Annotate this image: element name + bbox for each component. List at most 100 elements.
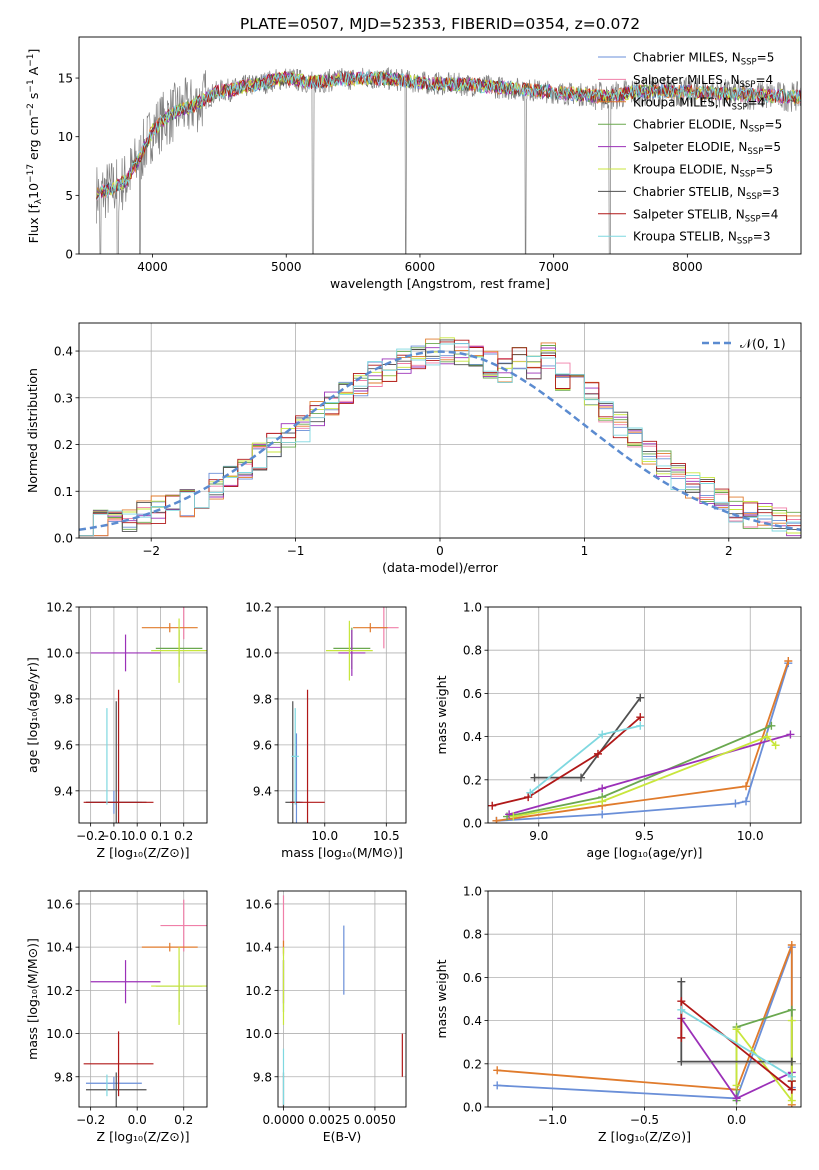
axes: −0.2−0.1 0.0 0.1 0.2 9.4 9.6 9.8 10.0 10.2 Z [log… [25,601,208,860]
legend-entry-end: =3 [762,185,780,199]
y-tick-label: 0.4 [54,345,73,359]
y-tick-label: 9.8 [54,692,73,706]
legend-entry-sub: SSP [740,80,756,90]
x-axis-label: wavelength [Angstrom, rest frame] [330,276,550,291]
legend-entry-end: =5 [755,163,773,177]
mass-weight-marker [787,1096,796,1105]
errorbar-point [151,947,207,1025]
mass-weight-marker [598,810,607,819]
plot-area [83,607,207,823]
mass-weight-marker [787,941,796,949]
axes-frame [78,36,802,255]
legend-entry-end: =4 [755,73,773,87]
mass-weight-marker [492,816,501,823]
y-tick-label: 0.8 [463,644,482,658]
y-tick-label: 0.1 [54,485,73,499]
y-tick-label: 1.0 [463,885,482,899]
mass-weight-marker [677,1005,686,1014]
y-label-part: A [26,66,41,79]
axes: 0.0000 0.0025 0.0050 9.8 10.0 10.2 10.4 10.6 E(B… [245,890,407,1144]
y-tick-label: 0.3 [54,391,73,405]
errorbar-point [338,629,366,676]
x-tick-label: 0.2 [174,829,193,843]
legend-entry: Kroupa ELODIE, NSSP=5 [633,163,773,180]
mass-weight-marker [636,693,645,702]
legend-entry-end: =5 [757,51,775,65]
x-tick-label: −2 [142,544,160,558]
mass-weight-marker [598,730,607,739]
x-axis-label: age [log₁₀(age/yr)] [587,845,703,860]
y-tick-label: 10 [58,130,73,144]
y-tick-label: 10.0 [245,1027,272,1041]
axes: 4000 5000 6000 7000 8000 0 5 10 15 wavelength [An… [26,36,802,291]
y-tick-label: 5 [65,189,73,203]
y-tick-label: 0.6 [463,971,482,985]
axes-frame [78,890,208,1108]
axes: 10.0 10.5 9.4 9.6 9.8 10.0 10.2 mass [log₁₀(M/M… [245,601,407,860]
y-tick-label: 9.6 [54,738,73,752]
legend-entry: Chabrier ELODIE, NSSP=5 [633,118,782,135]
y-tick-label: 0.2 [463,1057,482,1071]
mass-weight-marker [763,732,772,741]
mass-weight-marker [742,782,751,791]
y-tick-label: 0 [65,248,73,262]
y-tick-label: 10.6 [46,897,73,911]
mass-weight-marker [732,1094,741,1103]
legend-entry-end: =5 [765,118,783,132]
y-tick-label: 0.0 [463,1101,482,1115]
axes: −2 −1 0 1 2 0.0 0.1 0.2 0.3 0.4 (data-model)/error… [25,322,802,575]
legend-entry-end: =3 [753,230,771,244]
errorbar-point [141,942,198,952]
mass-weight-marker [677,1033,686,1042]
x-tick-label: 10.0 [737,829,764,843]
y-tick-label: 0.0 [54,532,73,546]
legend-entry: 𝒩(0, 1) [740,336,786,351]
observed-spectrum-line [96,67,801,254]
y-label-sup: −1 [26,79,36,92]
x-tick-label: −0.1 [99,829,128,843]
y-tick-label: 10.4 [245,941,272,955]
legend-entry-sub: SSP [747,147,763,157]
x-tick-label: 0.1 [151,829,170,843]
normal-distribution-curve [79,350,801,532]
mass-weight-marker [787,1057,796,1066]
mass-weight-marker [787,1005,796,1014]
y-tick-label: 10.2 [46,984,73,998]
mass-weight-marker [530,773,539,782]
errorbar-point [141,623,198,633]
legend-entry-sub: SSP [737,237,753,247]
mass-weight-marker [493,1066,502,1075]
errorbar-point [151,618,207,683]
x-tick-label: 0.0 [727,1113,746,1127]
mass-weight-marker [636,713,645,722]
mass-vs-extinction-plot: 0.0000 0.0025 0.0050 9.8 10.0 10.2 10.4 10.6 E(B… [245,890,407,1144]
y-axis-label: mass [log₁₀(M/M⊙)] [25,938,40,1060]
plot-area [493,941,796,1107]
mass-weight-marker [787,1016,796,1025]
x-tick-label: 0.0000 [262,1113,304,1127]
errorbar-point [85,1072,147,1107]
y-label-sup: −17 [26,164,36,183]
legend-entry: Salpeter ELODIE, NSSP=5 [633,140,781,157]
errorbar-point [326,620,373,681]
x-tick-label: −1.0 [538,1113,567,1127]
grid [488,890,801,1108]
mass-weight-marker [636,721,645,730]
errorbar-point [90,960,161,1004]
x-tick-label: 8000 [672,260,703,274]
errorbar-point [83,689,154,823]
legend-entry: Chabrier MILES, NSSP=5 [633,51,774,68]
mass-weight-marker [524,793,533,802]
y-tick-label: 10.2 [245,601,272,615]
axes-frame [487,890,802,1108]
x-tick-label: 1 [581,544,589,558]
axes: −1.0 −0.5 0.0 0.0 0.2 0.4 0.6 0.8 1.0 Z [log₁₀(Z/… [434,885,802,1144]
y-tick-label: 0.6 [463,687,482,701]
weight-vs-age-plot: 9.0 9.5 10.0 0.0 0.2 0.4 0.6 0.8 1.0 age [log₁₀(a… [434,601,802,860]
x-axis-label: Z [log₁₀(Z/Z⊙)] [598,1129,691,1144]
legend-entry: Kroupa STELIB, NSSP=3 [633,230,771,247]
grid [278,891,406,1107]
mass-weight-line [508,733,791,816]
y-tick-label: 0.4 [463,1014,482,1028]
